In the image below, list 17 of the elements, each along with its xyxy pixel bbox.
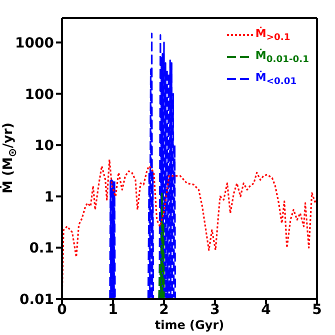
x-tick-label: 0 bbox=[57, 302, 68, 318]
x-tick-label: 2 bbox=[159, 302, 169, 318]
y-tick-label: 0.01 bbox=[19, 292, 54, 308]
y-tick-label: 1 bbox=[44, 189, 54, 206]
y-tick-label: 1000 bbox=[15, 35, 54, 52]
legend-label: Ṁ$_{<0.01}$ bbox=[255, 70, 297, 88]
y-tick-label: 0.1 bbox=[29, 240, 54, 257]
y-tick-label: 100 bbox=[24, 86, 54, 103]
x-tick-label: 4 bbox=[261, 302, 272, 318]
legend-label: Ṁ$_{>0.1}$ bbox=[255, 26, 290, 44]
x-tick-label: 5 bbox=[312, 302, 322, 318]
x-tick-label: 1 bbox=[108, 302, 118, 318]
line-series bbox=[158, 192, 165, 299]
x-axis-title: time (Gyr) bbox=[154, 318, 224, 332]
y-tick-label: 10 bbox=[34, 138, 54, 154]
legend-label: Ṁ$_{0.01-0.1}$ bbox=[255, 48, 309, 66]
x-tick-label: 3 bbox=[210, 302, 220, 318]
